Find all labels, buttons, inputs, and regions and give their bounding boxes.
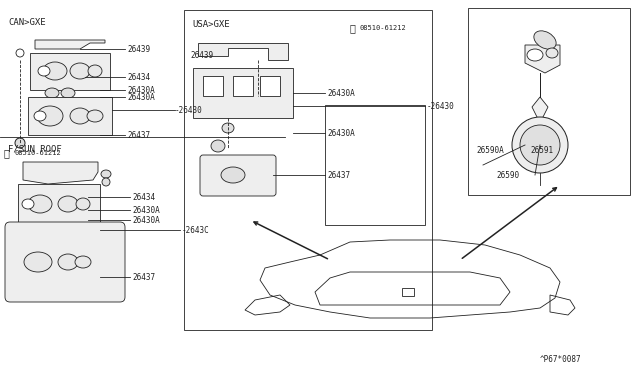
FancyBboxPatch shape bbox=[5, 222, 125, 302]
Polygon shape bbox=[525, 45, 560, 73]
Text: 26439: 26439 bbox=[190, 51, 213, 60]
Text: 08510-61212: 08510-61212 bbox=[14, 150, 61, 156]
Polygon shape bbox=[18, 184, 100, 224]
Text: USA>GXE: USA>GXE bbox=[192, 20, 230, 29]
Ellipse shape bbox=[34, 111, 46, 121]
Ellipse shape bbox=[534, 31, 556, 49]
Text: 26434: 26434 bbox=[127, 73, 150, 81]
Text: -26430: -26430 bbox=[175, 106, 203, 115]
Text: 26437: 26437 bbox=[127, 131, 150, 140]
Ellipse shape bbox=[70, 63, 90, 79]
Ellipse shape bbox=[211, 140, 225, 152]
Bar bbox=[468, 8, 630, 195]
Ellipse shape bbox=[22, 199, 34, 209]
Polygon shape bbox=[532, 97, 548, 123]
Polygon shape bbox=[198, 43, 288, 60]
Text: -2643C: -2643C bbox=[182, 225, 210, 234]
FancyBboxPatch shape bbox=[200, 155, 276, 196]
Text: Ⓢ: Ⓢ bbox=[350, 23, 356, 33]
Polygon shape bbox=[233, 76, 253, 96]
Ellipse shape bbox=[58, 254, 78, 270]
Text: 26439: 26439 bbox=[127, 45, 150, 54]
Ellipse shape bbox=[512, 117, 568, 173]
Ellipse shape bbox=[15, 138, 25, 148]
Text: 26590A: 26590A bbox=[476, 145, 504, 154]
Text: 26437: 26437 bbox=[132, 273, 155, 282]
Ellipse shape bbox=[37, 106, 63, 126]
Ellipse shape bbox=[70, 108, 90, 124]
Text: 26437: 26437 bbox=[327, 170, 350, 180]
Ellipse shape bbox=[527, 49, 543, 61]
Ellipse shape bbox=[24, 252, 52, 272]
Ellipse shape bbox=[43, 62, 67, 80]
Polygon shape bbox=[23, 162, 98, 184]
Ellipse shape bbox=[38, 66, 50, 76]
Polygon shape bbox=[203, 158, 273, 193]
Text: Ⓢ: Ⓢ bbox=[3, 148, 9, 158]
Polygon shape bbox=[28, 97, 112, 135]
Ellipse shape bbox=[253, 91, 263, 101]
Text: 26590: 26590 bbox=[497, 170, 520, 180]
Text: ^P67*0087: ^P67*0087 bbox=[540, 355, 582, 364]
Text: 08510-61212: 08510-61212 bbox=[360, 25, 407, 31]
Ellipse shape bbox=[75, 256, 91, 268]
Ellipse shape bbox=[76, 198, 90, 210]
Ellipse shape bbox=[87, 110, 103, 122]
Ellipse shape bbox=[102, 178, 110, 186]
Ellipse shape bbox=[101, 170, 111, 178]
Polygon shape bbox=[193, 68, 293, 118]
Text: 26430A: 26430A bbox=[132, 215, 160, 224]
Ellipse shape bbox=[45, 88, 59, 98]
Ellipse shape bbox=[88, 65, 102, 77]
Ellipse shape bbox=[221, 167, 245, 183]
Bar bbox=[402, 288, 414, 296]
Text: 26591: 26591 bbox=[530, 145, 553, 154]
Ellipse shape bbox=[520, 125, 560, 165]
Text: 26430A: 26430A bbox=[327, 89, 355, 97]
Text: 26430A: 26430A bbox=[127, 86, 155, 94]
Ellipse shape bbox=[61, 88, 75, 98]
Text: 26430A: 26430A bbox=[132, 205, 160, 215]
Text: CAN>GXE: CAN>GXE bbox=[8, 18, 45, 27]
Polygon shape bbox=[30, 53, 110, 90]
Ellipse shape bbox=[16, 49, 24, 57]
Polygon shape bbox=[260, 76, 280, 96]
Text: 26430A: 26430A bbox=[327, 128, 355, 138]
Text: 26430A: 26430A bbox=[127, 93, 155, 102]
Ellipse shape bbox=[28, 195, 52, 213]
Ellipse shape bbox=[58, 196, 78, 212]
Bar bbox=[184, 10, 432, 330]
Bar bbox=[325, 105, 425, 225]
Text: -26430: -26430 bbox=[427, 102, 455, 110]
Ellipse shape bbox=[222, 123, 234, 133]
Polygon shape bbox=[35, 40, 105, 49]
Text: 26434: 26434 bbox=[132, 192, 155, 202]
Ellipse shape bbox=[546, 48, 558, 58]
Text: F/SUN ROOF: F/SUN ROOF bbox=[8, 144, 61, 153]
Polygon shape bbox=[203, 76, 223, 96]
